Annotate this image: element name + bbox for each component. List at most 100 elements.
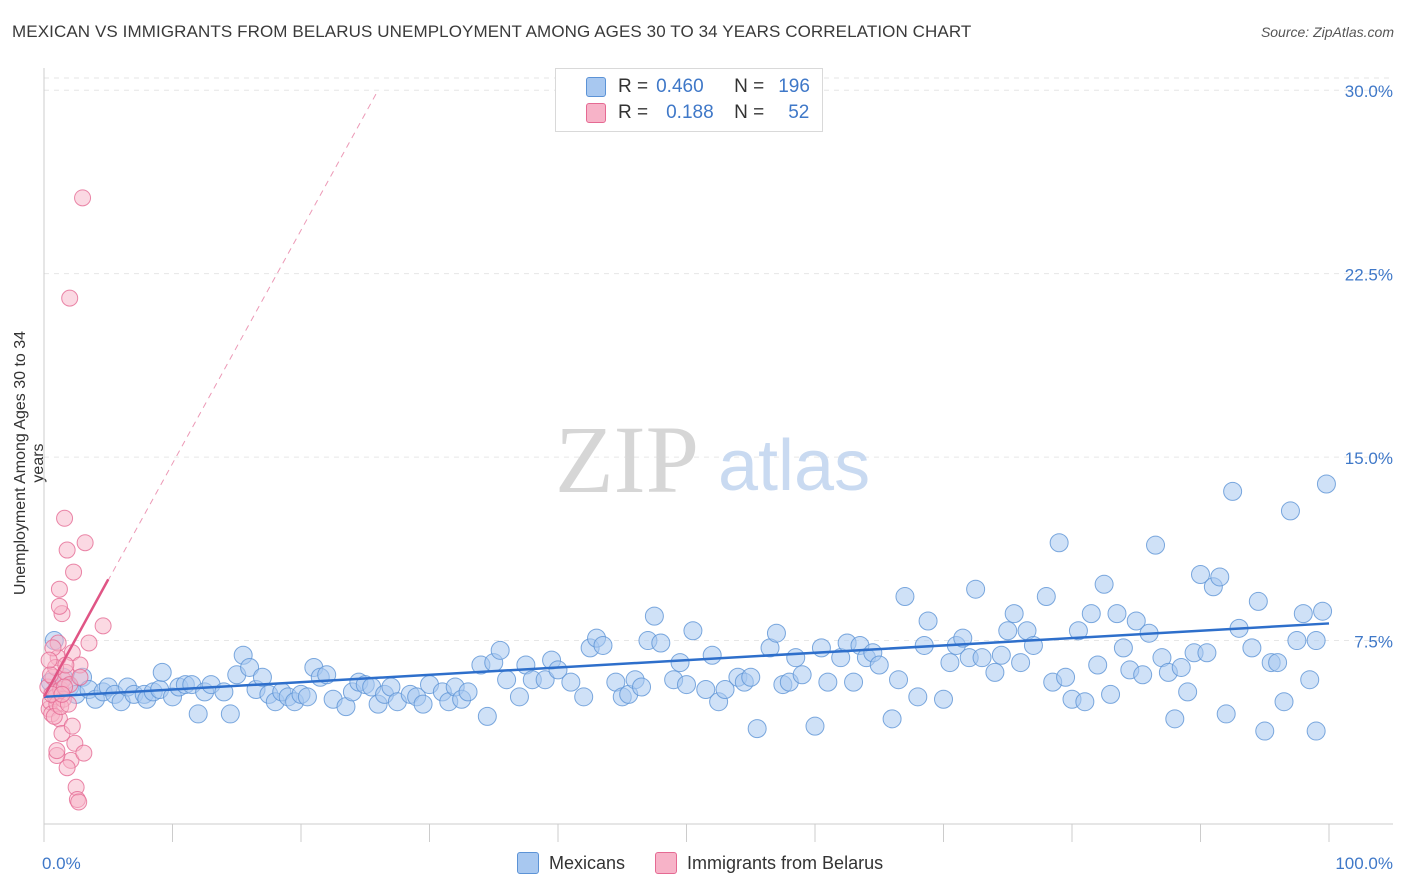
mexicans-point <box>297 687 317 707</box>
mexicans-point <box>220 704 240 724</box>
mexicans-point <box>188 704 208 724</box>
mexicans-point <box>844 672 864 692</box>
belarus-point <box>70 793 88 811</box>
belarus-point <box>58 759 76 777</box>
mexicans-point <box>1242 638 1262 658</box>
legend-r-value: 0.188 <box>666 102 714 123</box>
series-swatch-pink <box>655 852 678 874</box>
belarus-point <box>76 534 94 552</box>
mexicans-point <box>998 621 1018 641</box>
mexicans-point <box>882 709 902 729</box>
legend-n-value: 52 <box>788 102 810 123</box>
mexicans-point <box>792 665 812 685</box>
mexicans-point <box>818 672 838 692</box>
mexicans-point <box>1094 574 1114 594</box>
legend-swatch-blue <box>586 77 606 97</box>
x-tick-label-left: 0.0% <box>42 854 81 873</box>
mexicans-point <box>702 645 722 665</box>
y-tick-label: 7.5% <box>1354 633 1393 652</box>
mexicans-point <box>715 679 735 699</box>
mexicans-point <box>490 640 510 660</box>
series-name: Mexicans <box>549 852 626 873</box>
mexicans-point <box>497 670 517 690</box>
mexicans-point <box>1056 667 1076 687</box>
watermark-atlas: atlas <box>718 426 870 506</box>
mexicans-point <box>1133 665 1153 685</box>
y-tick-label: 15.0% <box>1345 449 1393 468</box>
mexicans-point <box>1287 631 1307 651</box>
mexicans-point <box>1255 721 1275 741</box>
mexicans-point <box>1223 481 1243 501</box>
mexicans-point <box>1146 535 1166 555</box>
series-legend-belarus: Immigrants from Belarus <box>655 852 883 874</box>
belarus-point <box>56 509 74 527</box>
mexicans-point <box>786 648 806 668</box>
mexicans-point <box>1300 670 1320 690</box>
mexicans-point <box>1248 591 1268 611</box>
mexicans-point <box>477 706 497 726</box>
belarus-points <box>39 189 112 811</box>
mexicans-point <box>458 682 478 702</box>
mexicans-point <box>805 716 825 736</box>
belarus-point <box>94 617 112 635</box>
belarus-trend-line <box>42 578 110 698</box>
mexicans-point <box>509 687 529 707</box>
tick-labels: 7.5% 15.0% 22.5% 30.0% 0.0% 100.0% <box>42 82 1393 873</box>
belarus-point <box>50 597 68 615</box>
watermark: ZIP atlas <box>555 406 870 513</box>
legend-r-label: R = <box>618 76 649 97</box>
mexicans-point <box>889 670 909 690</box>
belarus-point <box>48 742 66 760</box>
belarus-point <box>58 541 76 559</box>
legend-n-label: N = <box>734 102 765 123</box>
mexicans-point <box>766 623 786 643</box>
mexicans-point <box>953 628 973 648</box>
mexicans-point <box>644 606 664 626</box>
mexicans-point <box>632 677 652 697</box>
belarus-point <box>75 744 93 762</box>
mexicans-point <box>240 657 260 677</box>
legend-r-value: 0.460 <box>656 76 704 97</box>
mexicans-point <box>1126 611 1146 631</box>
mexicans-point <box>1088 655 1108 675</box>
legend-row-mexicans: R = 0.460 N = 196 <box>586 75 810 99</box>
trend-lines <box>42 89 1330 699</box>
belarus-point <box>61 289 79 307</box>
mexicans-point <box>1171 657 1191 677</box>
mexicans-point <box>561 672 581 692</box>
mexicans-point <box>683 621 703 641</box>
legend: R = 0.460 N = 196 R = 0.188 N = 52 <box>555 68 823 132</box>
mexicans-point <box>811 638 831 658</box>
mexicans-point <box>1107 604 1127 624</box>
mexicans-point <box>1178 682 1198 702</box>
mexicans-point <box>966 579 986 599</box>
mexicans-points <box>40 474 1336 741</box>
mexicans-point <box>918 611 938 631</box>
mexicans-point <box>1011 653 1031 673</box>
mexicans-trend-line <box>43 622 1330 699</box>
series-name: Immigrants from Belarus <box>687 852 884 873</box>
legend-row-belarus: R = 0.188 N = 52 <box>586 101 809 125</box>
mexicans-point <box>152 662 172 682</box>
mexicans-point <box>869 655 889 675</box>
mexicans-point <box>747 719 767 739</box>
mexicans-point <box>1274 692 1294 712</box>
mexicans-point <box>1210 567 1230 587</box>
mexicans-point <box>1293 604 1313 624</box>
legend-swatch-pink <box>586 103 606 123</box>
mexicans-point <box>593 635 613 655</box>
mexicans-point <box>1306 631 1326 651</box>
mexicans-point <box>1165 709 1185 729</box>
mexicans-point <box>1306 721 1326 741</box>
mexicans-point <box>1268 653 1288 673</box>
belarus-point <box>80 634 98 652</box>
mexicans-point <box>934 689 953 709</box>
mexicans-point <box>1101 684 1121 704</box>
legend-n-value: 196 <box>778 76 810 97</box>
mexicans-point <box>940 653 960 673</box>
legend-r-label: R = <box>618 102 649 123</box>
belarus-point <box>63 717 81 735</box>
series-legend: Mexicans Immigrants from Belarus <box>517 852 913 874</box>
mexicans-point <box>895 587 915 607</box>
